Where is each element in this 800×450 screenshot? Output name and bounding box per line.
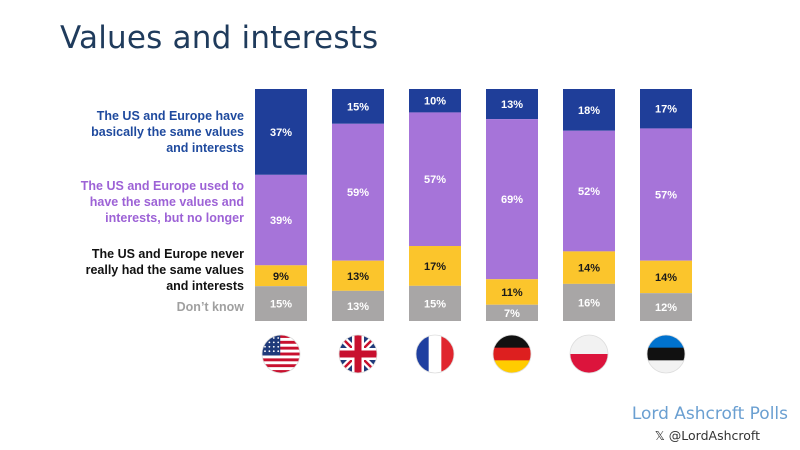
legend-label-used-to: The US and Europe used to have the same … (81, 178, 244, 226)
estonia-flag-icon (646, 334, 686, 374)
legend-label-same-values: The US and Europe have basically the sam… (91, 108, 244, 156)
legend-line: interests, but no longer (105, 211, 244, 225)
data-label: 11% (501, 287, 523, 299)
data-label: 14% (578, 263, 600, 275)
bar-segment-france-0 (409, 89, 461, 113)
legend-line: have the same values and (89, 195, 244, 209)
data-label: 12% (655, 302, 677, 314)
data-label: 13% (501, 99, 523, 111)
data-label: 15% (347, 101, 369, 113)
data-label: 14% (655, 272, 677, 284)
us-flag-icon (261, 334, 301, 374)
bar-segment-germany-1 (486, 119, 538, 280)
france-flag-icon (415, 334, 455, 374)
data-label: 17% (655, 104, 677, 116)
data-label: 15% (270, 299, 292, 311)
bar-segment-germany-2 (486, 279, 538, 305)
bar-segment-us-3 (255, 286, 307, 321)
data-label: 52% (578, 186, 600, 198)
bar-segment-uk-0 (332, 89, 384, 124)
bar-segment-uk-2 (332, 260, 384, 291)
bar-segment-estonia-0 (640, 89, 692, 129)
bar-segment-us-1 (255, 174, 307, 266)
bar-segment-france-1 (409, 112, 461, 247)
bar-segment-estonia-2 (640, 260, 692, 294)
poland-flag-icon (569, 334, 609, 374)
brand-name: Lord Ashcroft Polls (631, 404, 788, 424)
bar-segment-estonia-3 (640, 293, 692, 321)
data-label: 13% (347, 271, 369, 283)
data-label: 18% (578, 105, 600, 117)
bar-segment-germany-0 (486, 89, 538, 120)
bar-segment-france-3 (409, 285, 461, 321)
data-label: 69% (501, 194, 523, 206)
bar-segment-poland-3 (563, 283, 615, 321)
data-label: 59% (347, 187, 369, 199)
legend-line: and interests (166, 141, 244, 155)
chart-title: Values and interests (60, 20, 379, 56)
data-label: 15% (424, 298, 446, 310)
data-label: 16% (578, 297, 600, 309)
bar-segment-estonia-1 (640, 128, 692, 261)
legend-line: Don’t know (176, 300, 244, 314)
legend-line: and interests (166, 279, 244, 293)
data-label: 17% (424, 261, 446, 273)
legend-line: The US and Europe have (96, 109, 244, 123)
legend-line: basically the same values (91, 125, 244, 139)
uk-flag-icon (338, 334, 378, 374)
data-label: 10% (424, 96, 446, 108)
bar-segment-poland-0 (563, 89, 615, 131)
legend-line: The US and Europe never (91, 247, 244, 261)
bar-segment-france-2 (409, 246, 461, 286)
data-label: 37% (270, 127, 292, 139)
legend-label-dont-know: Don’t know (177, 299, 244, 315)
bar-segment-us-0 (255, 89, 307, 175)
bar-segment-us-2 (255, 265, 307, 287)
germany-flag-icon (492, 334, 532, 374)
legend-label-never: The US and Europe never really had the s… (86, 246, 244, 294)
data-label: 57% (655, 190, 677, 202)
data-label: 13% (347, 301, 369, 313)
data-label: 9% (273, 271, 289, 283)
social-handle: 𝕏 @LordAshcroft (654, 428, 760, 443)
legend-line: really had the same values (85, 263, 244, 277)
data-label: 57% (424, 174, 446, 186)
bar-segment-poland-2 (563, 251, 615, 284)
bar-segment-uk-3 (332, 290, 384, 321)
data-label: 39% (270, 215, 292, 227)
data-label: 7% (504, 308, 520, 320)
bar-segment-poland-1 (563, 130, 615, 252)
bar-segment-uk-1 (332, 123, 384, 261)
bar-segment-germany-3 (486, 304, 538, 321)
legend-line: The US and Europe used to (80, 179, 244, 193)
